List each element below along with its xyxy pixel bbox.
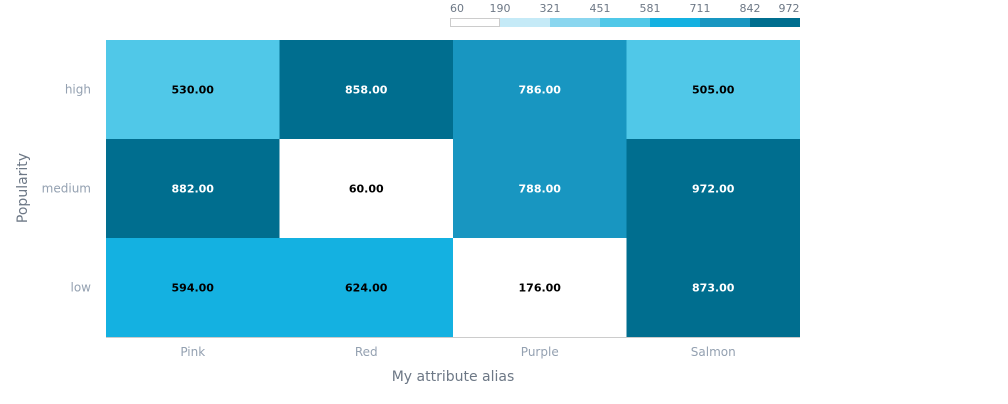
x-tick-label: Pink (180, 345, 205, 359)
legend-swatch (450, 18, 500, 27)
x-tick-label: Purple (521, 345, 559, 359)
cell-value-label: 882.00 (172, 183, 215, 196)
legend-swatch (650, 18, 700, 27)
legend-tick-label: 190 (490, 2, 511, 15)
legend-swatch (700, 18, 750, 27)
legend-first-swatch-border (450, 18, 500, 27)
heatmap-cell (453, 238, 627, 337)
cell-value-label: 60.00 (349, 183, 384, 196)
heatmap-cell (626, 238, 800, 337)
cell-value-label: 786.00 (519, 84, 562, 97)
heatmap-cell (453, 139, 627, 238)
color-legend: 60 190 321 451 581 711 842 972 (450, 2, 800, 27)
legend-tick-label: 972 (779, 2, 800, 15)
cell-value-label: 788.00 (519, 183, 562, 196)
cell-value-label: 594.00 (172, 282, 215, 295)
heatmap-cell (626, 139, 800, 238)
heatmap-cell (279, 238, 453, 337)
x-axis: Pink Red Purple Salmon (106, 337, 800, 359)
cell-value-label: 873.00 (692, 282, 735, 295)
heatmap-cell (626, 40, 800, 139)
heatmap-cell (279, 40, 453, 139)
legend-tick-label: 451 (590, 2, 611, 15)
y-axis-title: Popularity (15, 153, 31, 223)
cell-value-label: 176.00 (519, 282, 562, 295)
legend-tick-label: 321 (540, 2, 561, 15)
legend-swatch (500, 18, 550, 27)
legend-tick-label: 581 (640, 2, 661, 15)
x-tick-label: Salmon (691, 345, 736, 359)
y-axis: high medium low (42, 83, 92, 295)
cell-value-label: 505.00 (692, 84, 735, 97)
legend-swatch (550, 18, 600, 27)
cell-value-label: 530.00 (172, 84, 215, 97)
cell-value-label: 972.00 (692, 183, 735, 196)
heatmap-cell (106, 139, 280, 238)
y-tick-label: low (71, 281, 92, 295)
cell-value-label: 624.00 (345, 282, 388, 295)
heatmap-cell (279, 139, 453, 238)
legend-tick-label: 842 (740, 2, 761, 15)
cell-value-label: 858.00 (345, 84, 388, 97)
legend-swatch (600, 18, 650, 27)
legend-tick-label: 60 (450, 2, 464, 15)
heatmap-cell (106, 238, 280, 337)
legend-tick-label: 711 (690, 2, 711, 15)
y-tick-label: medium (42, 182, 91, 196)
x-tick-label: Red (355, 345, 378, 359)
x-axis-title: My attribute alias (392, 369, 515, 385)
legend-swatch (750, 18, 800, 27)
heatmap-cell (453, 40, 627, 139)
y-tick-label: high (65, 83, 91, 97)
heatmap-cell (106, 40, 280, 139)
heatmap-cells: 530.00 858.00 786.00 505.00 882.00 60.00 788.0… (106, 40, 800, 337)
